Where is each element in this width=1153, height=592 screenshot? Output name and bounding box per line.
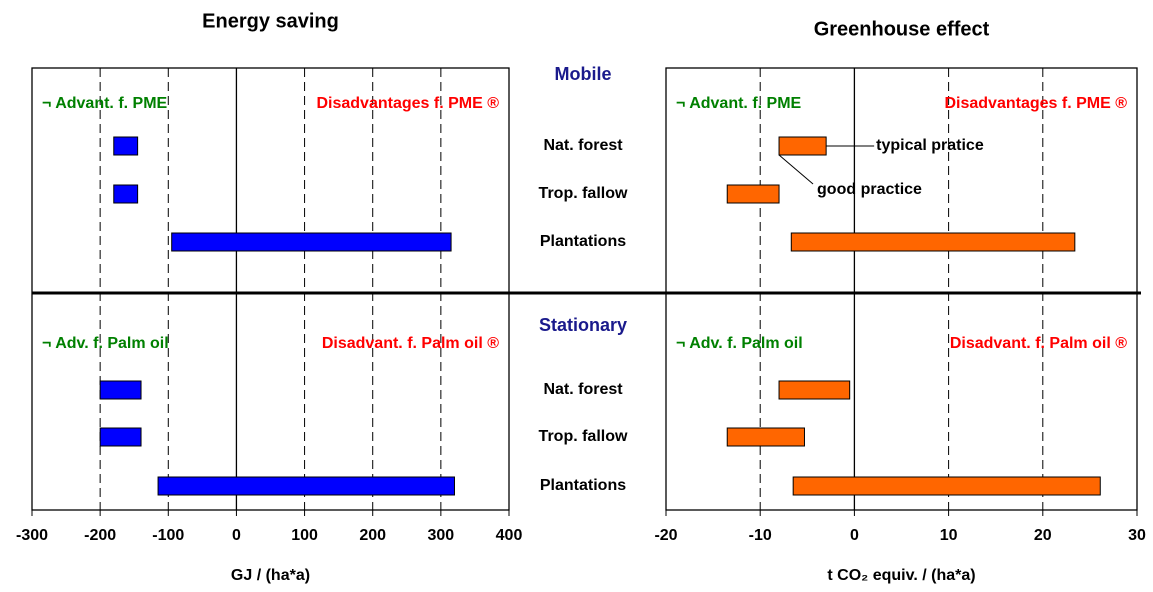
range-bar xyxy=(792,476,1101,496)
annotation: typical pratice xyxy=(876,137,984,154)
x-tick-label: 100 xyxy=(291,527,318,544)
category-label: Plantations xyxy=(540,233,626,250)
panel-title: Greenhouse effect xyxy=(814,18,990,40)
range-bar xyxy=(778,136,827,156)
range-bar xyxy=(726,427,805,447)
x-tick-label: 0 xyxy=(850,527,859,544)
group-name: Stationary xyxy=(539,315,627,335)
advantage-label: ¬ Adv. f. Palm oil xyxy=(42,335,169,352)
group-name: Mobile xyxy=(555,64,612,84)
category-label: Trop. fallow xyxy=(539,185,628,202)
x-tick-label: 10 xyxy=(940,527,958,544)
x-tick-label: -200 xyxy=(84,527,116,544)
disadvantage-label: Disadvant. f. Palm oil ® xyxy=(950,335,1127,352)
range-bar xyxy=(113,184,139,204)
x-tick-label: -100 xyxy=(152,527,184,544)
panel-frame xyxy=(665,67,1138,511)
x-tick-label: 30 xyxy=(1128,527,1146,544)
x-tick-label: 300 xyxy=(428,527,455,544)
category-label: Nat. forest xyxy=(543,137,623,154)
x-tick-label: 200 xyxy=(359,527,386,544)
advantage-label: ¬ Advant. f. PME xyxy=(42,95,168,112)
advantage-label: ¬ Adv. f. Palm oil xyxy=(676,335,803,352)
x-tick-label: 400 xyxy=(496,527,523,544)
annotation: good practice xyxy=(817,181,922,198)
range-bar xyxy=(99,380,142,400)
x-tick-label: -300 xyxy=(16,527,48,544)
disadvantage-label: Disadvantages f. PME ® xyxy=(944,95,1127,112)
advantage-label: ¬ Advant. f. PME xyxy=(676,95,802,112)
panel-title: Energy saving xyxy=(202,10,339,32)
range-bar xyxy=(113,136,139,156)
x-axis-label: t CO₂ equiv. / (ha*a) xyxy=(827,567,975,584)
range-bar xyxy=(790,232,1076,252)
category-label: Nat. forest xyxy=(543,381,623,398)
x-tick-label: -10 xyxy=(749,527,772,544)
x-tick-label: 0 xyxy=(232,527,241,544)
x-tick-label: -20 xyxy=(654,527,677,544)
range-bar xyxy=(778,380,851,400)
x-axis-label: GJ / (ha*a) xyxy=(231,567,310,584)
x-tick-label: 20 xyxy=(1034,527,1052,544)
range-bar xyxy=(171,232,452,252)
disadvantage-label: Disadvant. f. Palm oil ® xyxy=(322,335,499,352)
range-bar xyxy=(726,184,780,204)
disadvantage-label: Disadvantages f. PME ® xyxy=(316,95,499,112)
panel-frame xyxy=(31,67,510,511)
range-bar xyxy=(157,476,455,496)
category-label: Plantations xyxy=(540,477,626,494)
range-bar xyxy=(99,427,142,447)
annotation-leader xyxy=(778,154,814,185)
category-label: Trop. fallow xyxy=(539,428,628,445)
